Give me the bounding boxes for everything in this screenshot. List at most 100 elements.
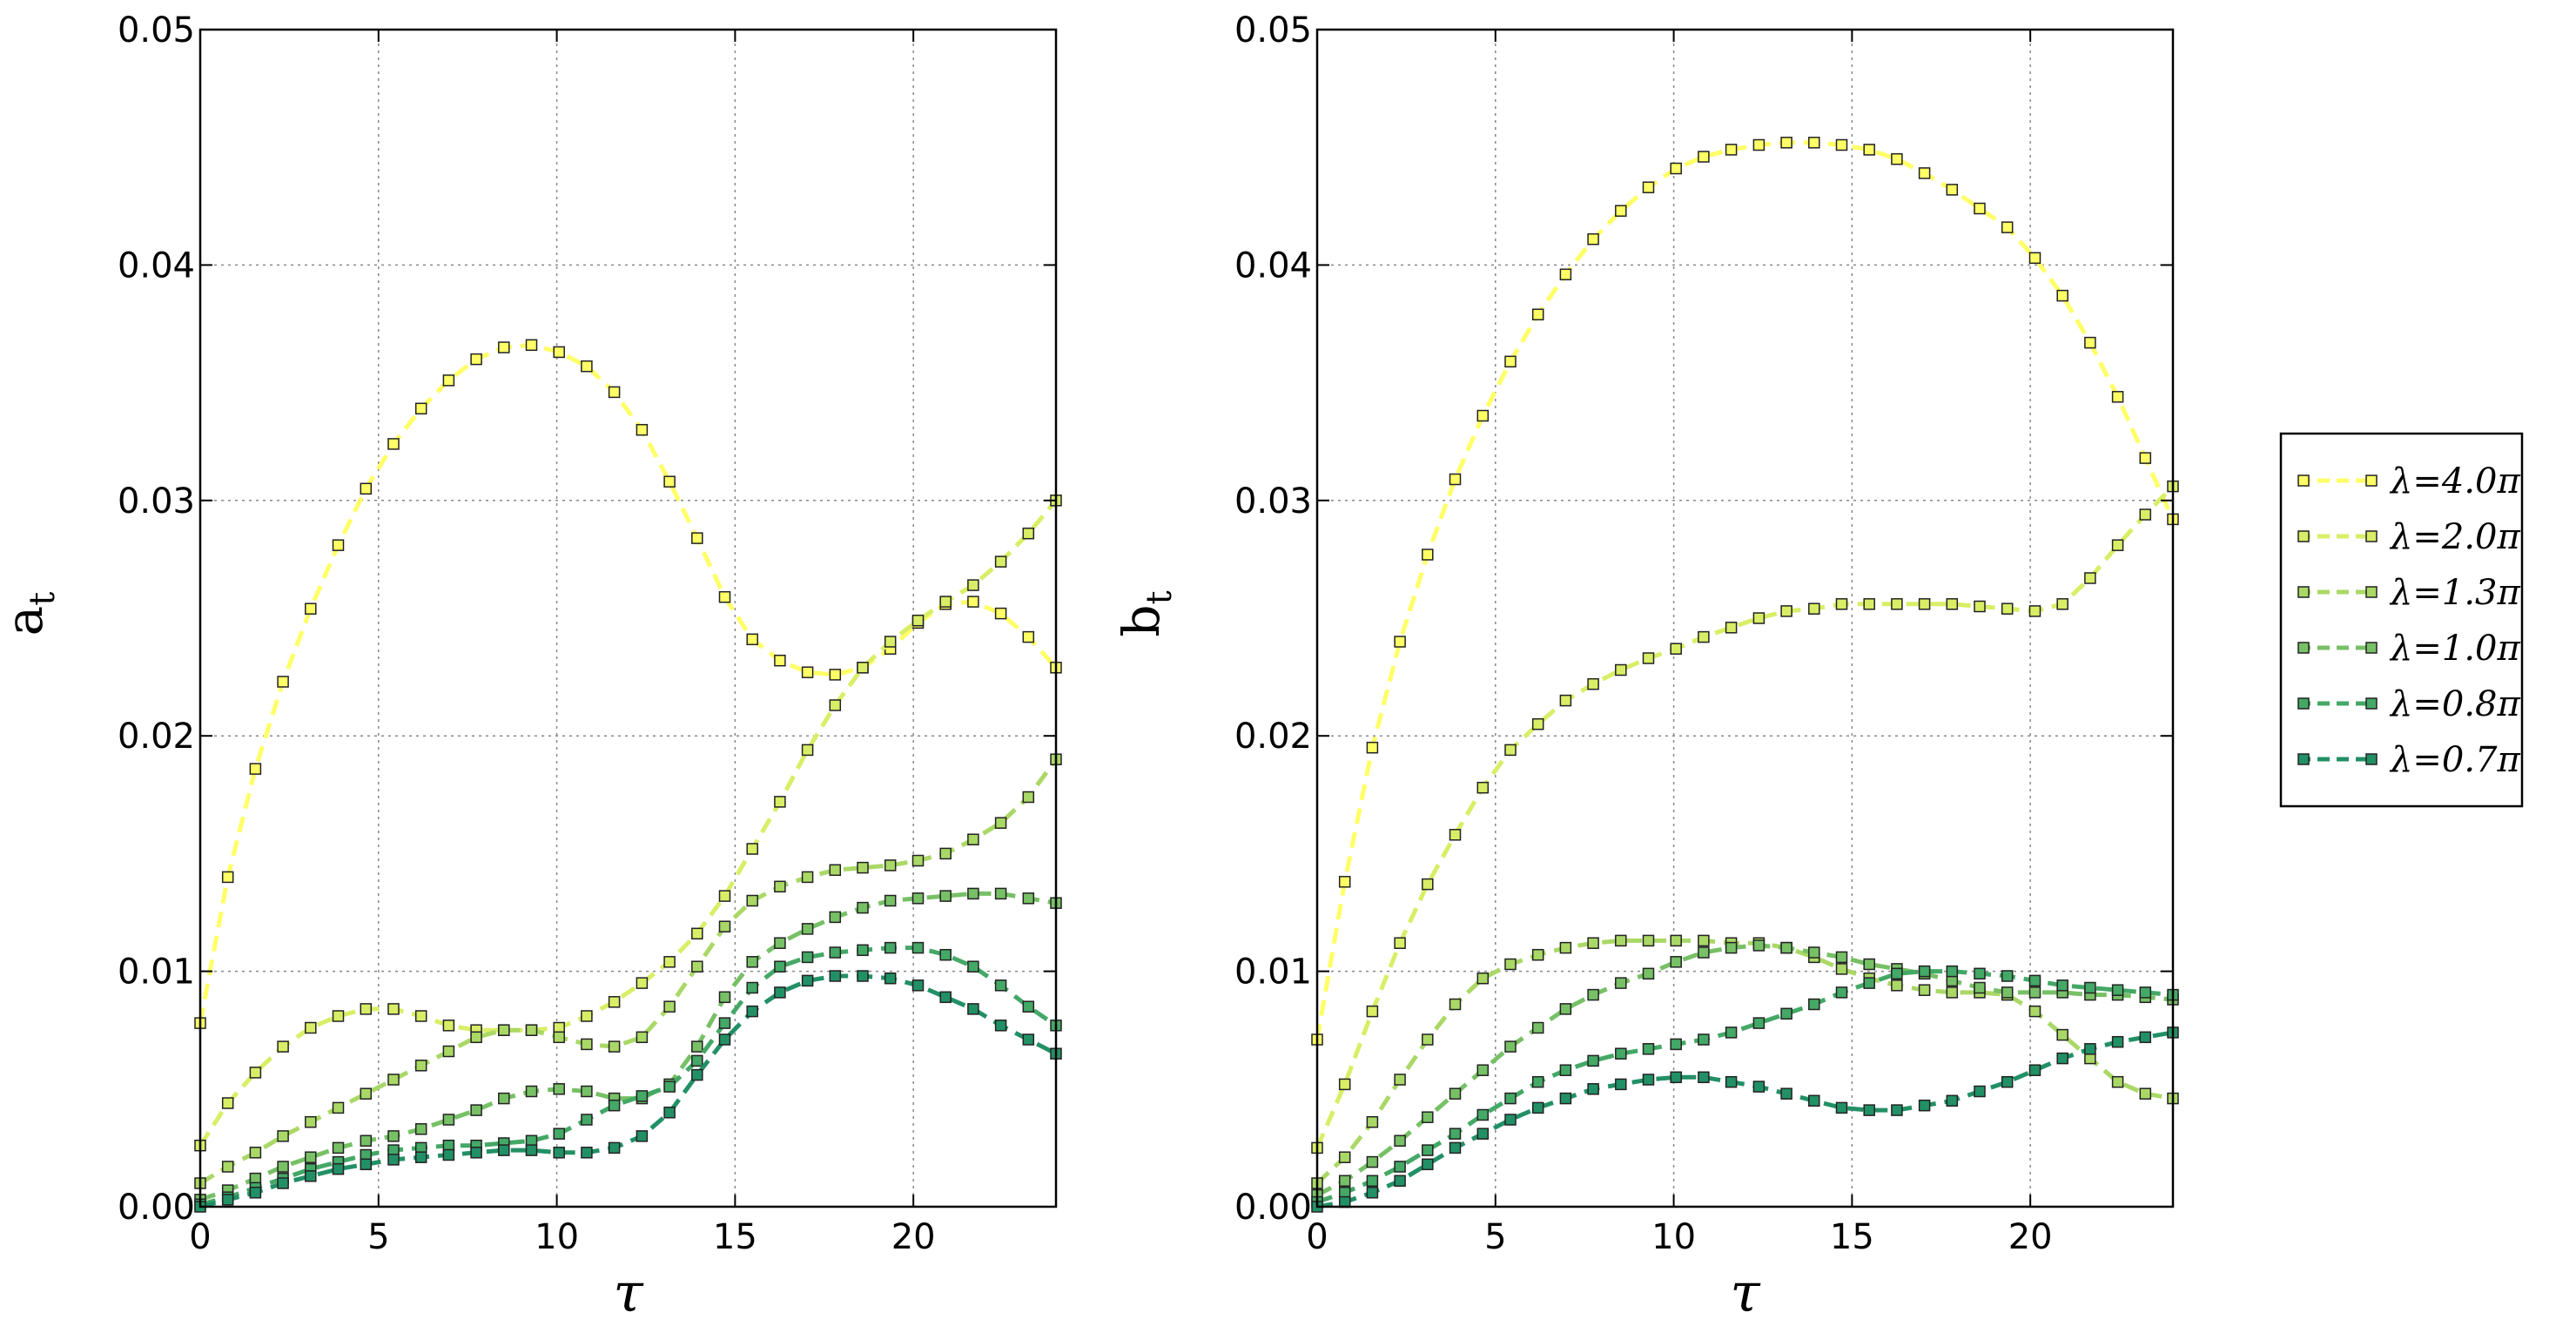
data-point (1698, 151, 1710, 163)
data-point (553, 1147, 565, 1159)
x-tick-label: 15 (1830, 1217, 1874, 1257)
data-point (470, 1147, 482, 1159)
axes-frame (198, 28, 1058, 1208)
data-point (1946, 986, 1959, 999)
data-point (884, 972, 897, 985)
y-tick-label: 0.01 (1234, 952, 1312, 993)
x-tick-label: 10 (1651, 1217, 1696, 1257)
data-point (1449, 1087, 1462, 1100)
data-point (553, 1031, 565, 1044)
data-point (608, 1099, 621, 1112)
data-point (1698, 630, 1710, 643)
data-point (1559, 1092, 1572, 1105)
y-tick-label: 0.05 (118, 10, 195, 50)
y-axis-label-main: a (0, 606, 54, 636)
data-point (1946, 965, 1959, 978)
data-point (581, 1085, 593, 1098)
data-point (2139, 1031, 2152, 1044)
right-panel-b-t: 0 5 10 15 20 0.00 0.01 0.02 0.03 0.04 0.05 τ bt (1112, 10, 2179, 1324)
legend-marker (2297, 586, 2310, 598)
data-point (221, 1161, 234, 1173)
series-5 (1311, 965, 2179, 1208)
data-point (360, 1158, 373, 1171)
legend-label: λ=1.0π (2389, 629, 2520, 669)
data-point (774, 880, 786, 893)
data-point (1504, 355, 1517, 368)
data-point (249, 763, 262, 775)
data-point (967, 579, 979, 591)
data-point (1835, 986, 1848, 999)
data-point (360, 1134, 373, 1148)
legend-marker (2297, 753, 2310, 765)
data-point (801, 744, 814, 757)
data-point (663, 1000, 676, 1013)
data-point (1338, 876, 1351, 888)
data-point (414, 1010, 427, 1022)
data-point (1752, 1080, 1766, 1093)
data-point (1780, 1007, 1792, 1020)
data-point (1808, 946, 1820, 959)
data-point (1670, 956, 1682, 968)
data-point (553, 346, 565, 359)
data-point (608, 996, 621, 1008)
data-point (221, 871, 234, 884)
data-point (663, 1107, 676, 1119)
data-point (1946, 598, 1959, 610)
data-point (1394, 1161, 1406, 1173)
data-point (1863, 1104, 1875, 1116)
data-point (801, 974, 814, 987)
data-point (1642, 181, 1655, 193)
data-point (967, 887, 979, 900)
data-point (1449, 1141, 1462, 1154)
data-point (1698, 1071, 1710, 1084)
data-point (1476, 1127, 1490, 1140)
x-tick-label: 20 (891, 1217, 936, 1257)
legend-label: λ=0.7π (2389, 740, 2520, 780)
data-point (1725, 1075, 1738, 1088)
data-point (1615, 1047, 1627, 1060)
legend-entry-2: λ=2.0π (2297, 517, 2520, 557)
data-point (1642, 1074, 1655, 1086)
data-point (1504, 958, 1517, 971)
y-axis-label-subscript: t (23, 592, 63, 606)
data-point (2028, 1064, 2041, 1076)
data-point (1670, 934, 1682, 947)
data-point (414, 1060, 427, 1072)
data-point (1449, 1127, 1462, 1140)
data-point (2028, 986, 2041, 999)
data-point (1863, 977, 1875, 989)
series-2 (194, 495, 1062, 1152)
data-point (360, 482, 373, 495)
data-point (939, 948, 952, 961)
data-point (2001, 1075, 2014, 1088)
data-point (581, 360, 593, 373)
data-point (1974, 600, 1986, 613)
data-point (939, 847, 952, 860)
data-point (1891, 979, 1903, 992)
data-point (1615, 1078, 1627, 1091)
data-point (414, 1151, 427, 1163)
data-point (414, 402, 427, 415)
x-tick-label: 0 (189, 1217, 211, 1257)
data-point (1780, 605, 1792, 617)
data-point (1670, 1038, 1682, 1051)
data-point (1808, 137, 1820, 149)
data-point (774, 986, 786, 999)
data-point (994, 555, 1007, 568)
data-point (1559, 1064, 1572, 1076)
data-point (470, 1031, 482, 1044)
data-point (1022, 630, 1035, 643)
data-point (1587, 232, 1599, 246)
data-point (498, 341, 510, 353)
data-point (857, 970, 869, 982)
data-point (2111, 391, 2124, 403)
data-point (718, 920, 731, 932)
data-point (442, 1020, 455, 1032)
data-point (1752, 138, 1766, 151)
data-point (2001, 986, 2014, 999)
data-point (857, 944, 869, 957)
legend-label: λ=0.8π (2389, 684, 2520, 724)
data-point (1698, 946, 1710, 959)
data-point (718, 1033, 731, 1046)
